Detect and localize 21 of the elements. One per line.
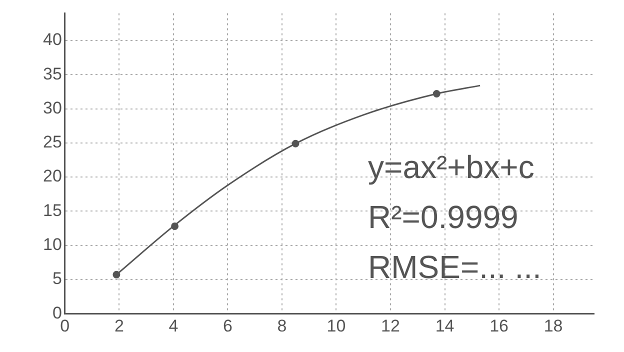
y-tick-label: 20 — [42, 166, 62, 186]
y-tick-label: 0 — [52, 303, 62, 322]
x-tick-label: 8 — [277, 316, 287, 336]
y-tick-label: 30 — [42, 98, 62, 118]
x-tick-label: 14 — [435, 316, 454, 336]
x-tick-label: 12 — [381, 316, 400, 336]
annotation: R²=0.9999 — [368, 199, 518, 235]
y-tick-label: 15 — [42, 200, 62, 220]
x-tick-label: 2 — [114, 316, 124, 336]
annotation: RMSE=... ... — [368, 249, 542, 285]
y-tick-label: 5 — [52, 269, 62, 288]
x-tick-label: 18 — [544, 316, 563, 336]
y-tick-label: 25 — [42, 132, 62, 152]
x-tick-label: 10 — [326, 316, 346, 336]
x-tick-label: 6 — [222, 316, 232, 336]
annotation: y=ax²+bx+c — [368, 149, 534, 185]
x-tick-label: 4 — [168, 316, 178, 336]
y-tick-label: 35 — [42, 64, 62, 84]
y-tick-label: 10 — [42, 235, 62, 254]
x-tick-label: 16 — [490, 316, 508, 336]
y-tick-label: 40 — [42, 30, 62, 50]
